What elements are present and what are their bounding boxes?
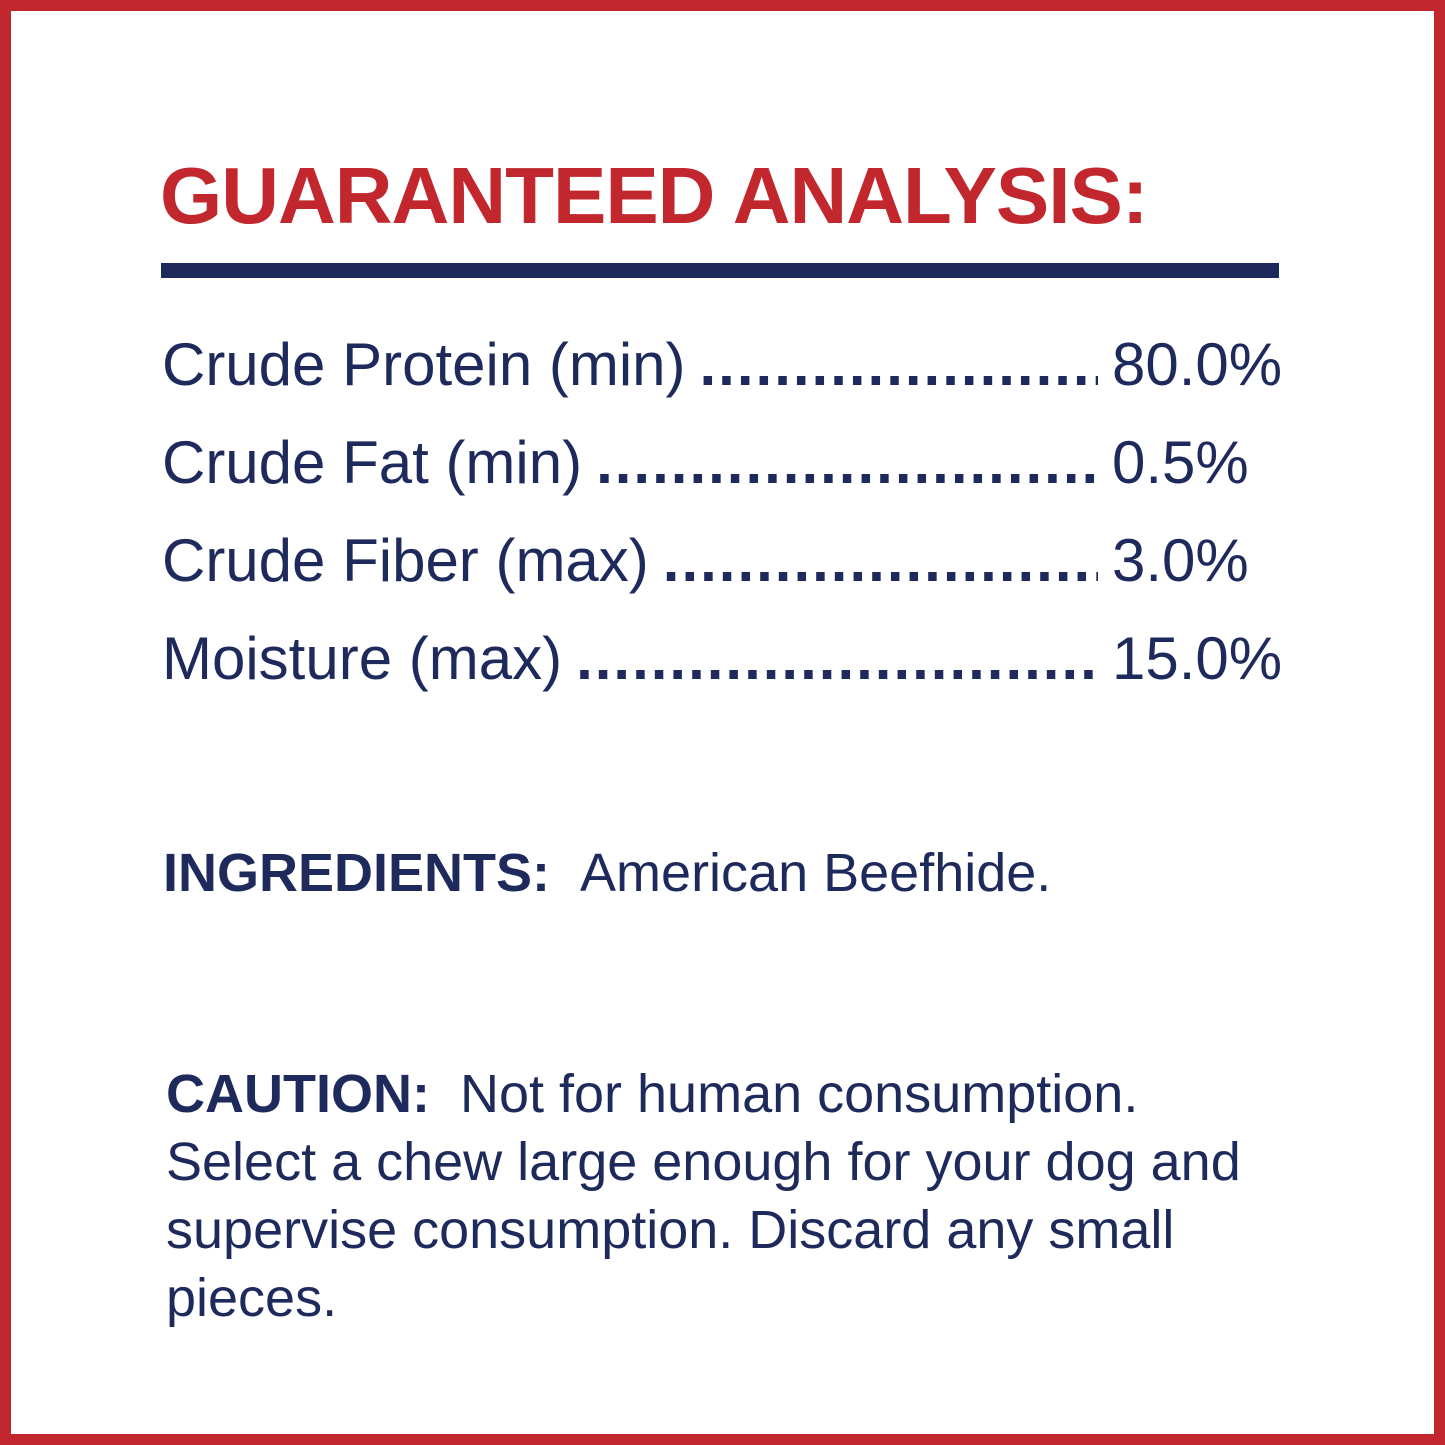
dot-leader: ........................................…	[576, 625, 1098, 692]
analysis-label: Crude Protein (min)	[162, 331, 686, 398]
analysis-value: 3.0%	[1112, 527, 1249, 594]
analysis-table: Crude Protein (min).....................…	[162, 330, 1292, 722]
caution-heading: CAUTION:	[166, 1064, 430, 1124]
ingredients-section: INGREDIENTS: American Beefhide.	[163, 842, 1051, 904]
analysis-row: Moisture (max)..........................…	[162, 624, 1292, 722]
title-divider	[161, 263, 1279, 278]
analysis-value: 80.0%	[1112, 331, 1283, 398]
ingredients-heading: INGREDIENTS:	[163, 843, 551, 903]
caution-section: CAUTION: Not for human consumption. Selec…	[166, 1060, 1286, 1332]
dot-leader: ........................................…	[596, 429, 1098, 496]
dot-leader: ........................................…	[662, 527, 1098, 594]
analysis-value: 15.0%	[1112, 625, 1283, 692]
analysis-label: Moisture (max)	[162, 625, 563, 692]
analysis-label: Crude Fiber (max)	[162, 527, 649, 594]
analysis-value: 0.5%	[1112, 429, 1249, 496]
analysis-row: Crude Protein (min).....................…	[162, 330, 1292, 428]
ingredients-text: American Beefhide.	[580, 843, 1052, 903]
page-title: GUARANTEED ANALYSIS:	[160, 151, 1148, 240]
analysis-row: Crude Fat (min).........................…	[162, 428, 1292, 526]
analysis-label: Crude Fat (min)	[162, 429, 583, 496]
dot-leader: ........................................…	[699, 331, 1098, 398]
caution-text: Not for human consumption. Select a chew…	[166, 1064, 1241, 1328]
analysis-row: Crude Fiber (max).......................…	[162, 526, 1292, 624]
